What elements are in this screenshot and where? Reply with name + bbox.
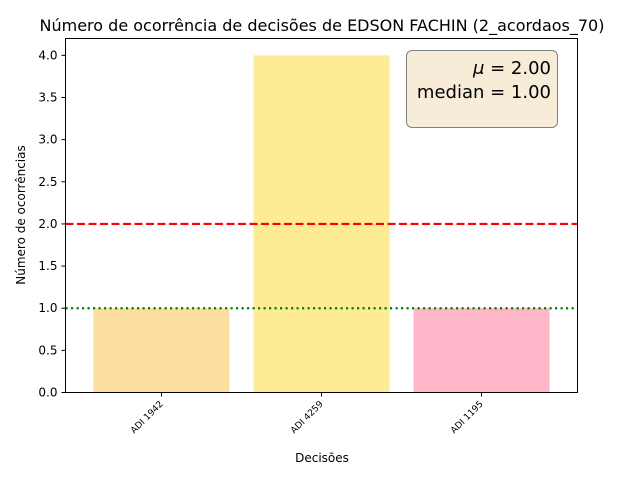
mu-symbol: μ bbox=[472, 58, 485, 79]
y-axis-label: Número de ocorrências bbox=[14, 145, 28, 285]
y-tick-label: 3.0 bbox=[38, 133, 57, 147]
y-tick-label: 3.5 bbox=[38, 91, 57, 105]
x-axis-label: Decisões bbox=[295, 451, 349, 465]
stats-annotation: μ = 2.00 median = 1.00 bbox=[406, 50, 558, 128]
y-tick-label: 1.5 bbox=[38, 259, 57, 273]
plot-frame bbox=[65, 38, 578, 393]
x-tick-label: ADI 1942 bbox=[129, 400, 165, 436]
reference-lines-layer bbox=[65, 222, 578, 310]
mean-annotation: μ = 2.00 bbox=[407, 57, 551, 81]
chart-title: Número de ocorrência de decisões de EDSO… bbox=[40, 16, 605, 36]
y-tick-label: 1.0 bbox=[38, 301, 57, 315]
bar-adi-1942 bbox=[93, 308, 230, 393]
y-tick-label: 2.0 bbox=[38, 217, 57, 231]
y-tick-label: 0.5 bbox=[38, 343, 57, 357]
y-axis: 0.0 0.5 1.0 1.5 2.0 2.5 3.0 3.5 4.0 bbox=[38, 48, 66, 400]
bar-adi-1195 bbox=[413, 308, 550, 393]
y-tick-label: 4.0 bbox=[38, 48, 57, 62]
y-tick-label: 0.0 bbox=[38, 386, 57, 400]
x-tick-label: ADI 1195 bbox=[449, 400, 485, 436]
x-tick-label: ADI 4259 bbox=[289, 399, 326, 436]
x-axis: ADI 1942 ADI 4259 ADI 1195 bbox=[129, 392, 486, 436]
mean-value-text: = 2.00 bbox=[484, 58, 551, 79]
y-tick-label: 2.5 bbox=[38, 175, 57, 189]
median-annotation: median = 1.00 bbox=[416, 82, 551, 103]
